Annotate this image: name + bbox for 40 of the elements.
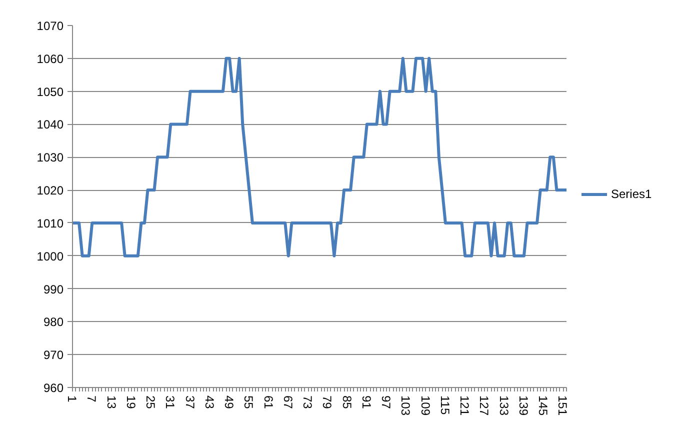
x-tick-label: 109 bbox=[418, 396, 432, 416]
y-tick-label: 990 bbox=[43, 282, 64, 296]
x-tick-label: 91 bbox=[359, 396, 374, 410]
y-tick-label: 1050 bbox=[36, 84, 64, 99]
y-tick-label: 1070 bbox=[36, 19, 64, 33]
x-tick-label: 79 bbox=[320, 396, 334, 410]
y-tick-label: 1000 bbox=[36, 249, 64, 264]
y-tick-label: 1030 bbox=[36, 150, 64, 165]
x-tick-label: 115 bbox=[438, 396, 452, 415]
y-tick-label: 960 bbox=[43, 381, 64, 395]
x-tick-label: 151 bbox=[556, 396, 570, 416]
y-tick-label: 970 bbox=[43, 348, 64, 362]
x-tick-label: 121 bbox=[458, 396, 472, 416]
x-tick-label: 19 bbox=[124, 396, 138, 410]
line-series bbox=[72, 56, 568, 258]
y-tick-label: 1060 bbox=[36, 52, 64, 66]
x-tick-label: 103 bbox=[398, 396, 413, 416]
x-tick-label: 85 bbox=[340, 396, 354, 410]
x-tick-label: 61 bbox=[261, 396, 276, 410]
y-tick-label: 1020 bbox=[36, 184, 64, 198]
x-tick-label: 49 bbox=[222, 396, 236, 410]
x-tick-label: 127 bbox=[477, 396, 492, 416]
legend-label: Series1 bbox=[611, 187, 652, 201]
x-tick-label: 133 bbox=[496, 396, 511, 416]
x-tick-label: 1 bbox=[65, 396, 79, 402]
x-tick-label: 31 bbox=[163, 396, 178, 410]
x-tick-label: 145 bbox=[536, 396, 550, 416]
x-tick-label: 67 bbox=[280, 396, 295, 410]
x-tick-label: 139 bbox=[516, 396, 530, 416]
x-tick-label: 43 bbox=[202, 396, 216, 410]
x-tick-label: 55 bbox=[242, 396, 256, 410]
x-tick-label: 97 bbox=[379, 396, 394, 410]
y-tick-label: 1010 bbox=[36, 216, 64, 230]
x-tick-label: 7 bbox=[84, 396, 99, 402]
x-tick-label: 73 bbox=[300, 396, 315, 410]
x-tick-label: 25 bbox=[144, 396, 158, 410]
y-tick-label: 1040 bbox=[36, 118, 64, 132]
x-tick-label: 13 bbox=[104, 396, 118, 410]
y-tick-label: 980 bbox=[43, 315, 64, 330]
x-tick-label: 37 bbox=[182, 396, 197, 410]
